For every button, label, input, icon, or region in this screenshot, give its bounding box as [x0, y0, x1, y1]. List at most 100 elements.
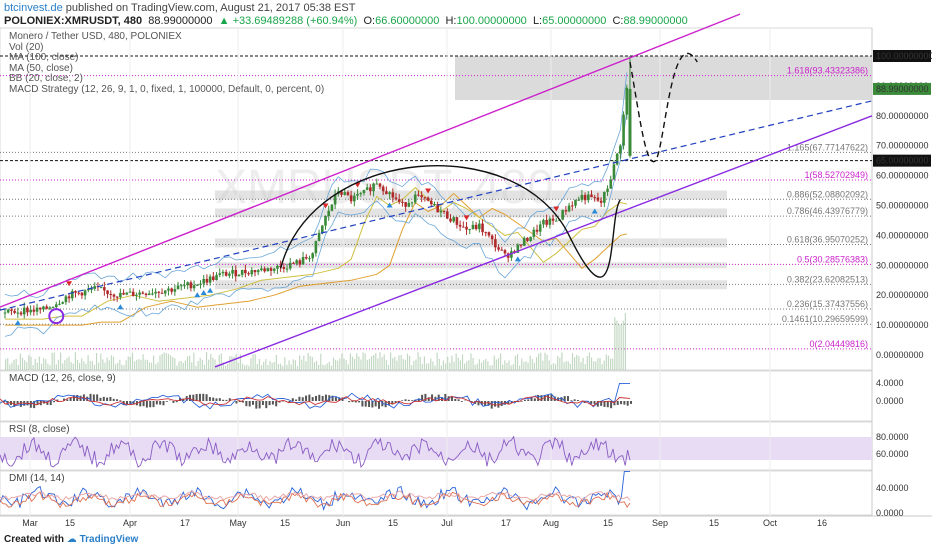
tradingview-brand[interactable]: TradingView [79, 534, 139, 545]
legend-macd-strategy[interactable]: MACD Strategy (12, 26, 9, 1, 0, fixed, 1… [9, 83, 325, 95]
dmi-minus-line [0, 491, 631, 509]
legend-bb[interactable]: BB (20, close, 2) [9, 73, 83, 84]
volume-bar [108, 360, 110, 370]
candle-body [311, 253, 314, 259]
buy-signal-icon [194, 292, 201, 298]
volume-bar [548, 360, 550, 370]
candle-body [170, 288, 173, 292]
macd-histogram-bar [315, 395, 317, 401]
volume-bar [480, 362, 483, 370]
dmi-plus-line [0, 471, 630, 511]
candle-body [413, 194, 417, 203]
candle-body [61, 302, 64, 304]
candle-body [147, 293, 151, 296]
candle-body [295, 260, 298, 264]
macd-histogram-bar [610, 401, 613, 409]
volume-bar [227, 363, 229, 370]
volume-bar [459, 360, 461, 370]
volume-bar [258, 359, 261, 370]
macd-histogram-bar [208, 397, 211, 401]
volume-bar [499, 353, 502, 370]
volume-bar [79, 362, 81, 370]
macd-pane[interactable] [0, 370, 873, 422]
rsi-title[interactable]: RSI (8, close) [9, 424, 70, 435]
macd-histogram-bar [600, 401, 603, 406]
macd-title[interactable]: MACD (12, 26, close, 9) [9, 373, 116, 384]
volume-bar [502, 364, 504, 370]
volume-bar [315, 360, 318, 370]
legend-vol[interactable]: Vol (20) [9, 41, 44, 53]
candle-body [526, 237, 529, 241]
candle-body [612, 164, 616, 180]
volume-bar [574, 357, 576, 370]
volume-bar [102, 359, 104, 370]
macd-histogram-bar [570, 400, 573, 401]
macd-histogram-bar [371, 401, 374, 408]
volume-bar [112, 356, 115, 370]
macd-histogram-bar [218, 398, 221, 401]
macd-histogram-bar [139, 401, 142, 407]
legend-ma100[interactable]: MA (100, close) [9, 52, 79, 63]
projection-path [629, 52, 698, 163]
volume-bar [87, 355, 89, 370]
macd-histogram-bar [321, 396, 324, 401]
volume-bar [131, 352, 134, 370]
volume-bar [550, 364, 552, 370]
candle-body [455, 217, 459, 225]
candle-body [510, 251, 513, 258]
volume-bar [30, 356, 32, 370]
volume-bar [593, 361, 595, 370]
dmi-title[interactable]: DMI (14, 14) [9, 473, 65, 484]
candle-body [285, 268, 289, 270]
volume-bar [93, 364, 96, 370]
macd-histogram-bar [334, 397, 337, 401]
macd-histogram-bar [477, 401, 480, 406]
macd-histogram-bar [29, 401, 32, 408]
candle-body [19, 312, 23, 315]
candle-body [234, 269, 238, 277]
macd-histogram-bar [427, 397, 430, 401]
dmi-pane[interactable] [0, 470, 873, 516]
macd-histogram-bar [109, 397, 112, 401]
fib-label-0: 1.618(93.43323386) [787, 66, 868, 76]
footer: Created with ☁ TradingView [4, 534, 138, 545]
volume-bar [70, 362, 72, 370]
volume-bar [159, 355, 161, 370]
volume-bar [455, 353, 457, 370]
volume-bar [586, 356, 588, 370]
volume-bar [19, 353, 22, 370]
x-tick-label: Jun [336, 518, 351, 528]
candle-body [433, 204, 436, 206]
candle-body [353, 195, 356, 202]
tradingview-logo-icon: ☁ [66, 534, 77, 545]
volume-bar [436, 352, 438, 370]
legend-ma50[interactable]: MA (50, close) [9, 62, 73, 74]
volume-bar [167, 353, 170, 370]
volume-bar [434, 365, 436, 370]
price-axis[interactable] [872, 28, 932, 516]
volume-bar [57, 359, 60, 370]
macd-histogram-bar [242, 401, 245, 403]
candle-body [304, 257, 308, 259]
volume-bar [400, 355, 402, 370]
author-link[interactable]: btcinvest.de [4, 2, 63, 14]
macd-histogram-bar [444, 393, 447, 401]
change-value: ▲ +33.69489288 (+60.94%) [218, 15, 358, 27]
candle-body [250, 270, 254, 275]
macd-histogram-bar [324, 394, 327, 401]
volume-bar [409, 355, 411, 370]
volume-bar [607, 355, 610, 370]
volume-bar [119, 359, 121, 370]
macd-histogram-bar [470, 401, 473, 402]
fib-label-6: 0.382(23.62082513) [787, 274, 868, 284]
macd-histogram-bar [63, 398, 65, 401]
volume-bar [140, 359, 142, 370]
y-tick-label: 10.00000000 [876, 320, 929, 330]
macd-histogram-bar [198, 393, 201, 401]
volume-bar [415, 359, 417, 370]
volume-bar [265, 359, 267, 370]
volume-bar [622, 320, 624, 370]
candle-body [179, 285, 183, 287]
macd-histogram-bar [606, 401, 609, 408]
